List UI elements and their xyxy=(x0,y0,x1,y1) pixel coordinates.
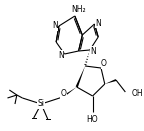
Text: O: O xyxy=(61,89,67,99)
Text: N: N xyxy=(58,50,64,59)
Polygon shape xyxy=(62,87,77,98)
Polygon shape xyxy=(105,79,116,84)
Text: NH₂: NH₂ xyxy=(71,4,86,13)
Text: N: N xyxy=(95,18,101,28)
Text: N: N xyxy=(91,47,96,56)
Text: Si: Si xyxy=(38,100,45,108)
Text: HO: HO xyxy=(86,114,97,124)
Text: N: N xyxy=(52,21,58,31)
Polygon shape xyxy=(76,66,85,88)
Text: OH: OH xyxy=(132,89,144,97)
Text: O: O xyxy=(101,59,107,69)
